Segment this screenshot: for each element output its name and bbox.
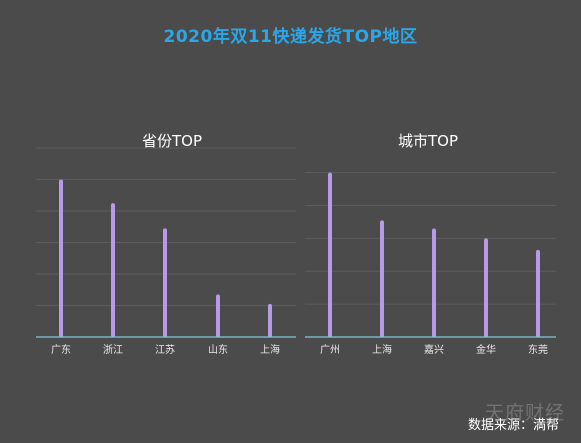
x-tick-label: 上海 (372, 343, 392, 356)
bar-嘉兴 (432, 228, 436, 337)
x-tick-label: 金华 (476, 343, 496, 356)
x-tick-label: 上海 (260, 343, 280, 356)
city-chart: 城市TOP 广州 上海 嘉兴 金华 东莞 (305, 132, 556, 356)
x-tick-label: 江苏 (155, 343, 175, 356)
x-tick-label: 浙江 (103, 344, 123, 356)
bar-浙江 (111, 203, 115, 337)
bar-上海 (380, 220, 384, 337)
bar-东莞 (536, 249, 540, 337)
chart-title: 省份TOP (142, 132, 202, 150)
source-note: 数据来源：満帮 (467, 418, 559, 433)
bar-上海 (268, 303, 272, 337)
x-tick-label: 广州 (320, 344, 340, 356)
bar-广东 (59, 179, 63, 337)
x-tick-label: 嘉兴 (424, 343, 444, 356)
x-tick-label: 广东 (51, 343, 71, 356)
x-tick-label: 山东 (208, 343, 228, 356)
province-chart: 省份TOP 广东 浙江 江苏 山东 上海 (36, 132, 296, 356)
bar-广州 (328, 172, 332, 337)
chart-title: 城市TOP (398, 132, 458, 150)
bar-金华 (484, 238, 488, 337)
page-title: 2020年双11快递发货TOP地区 (163, 27, 418, 47)
x-tick-label: 东莞 (528, 343, 548, 356)
bar-江苏 (163, 228, 167, 337)
watermark: 天府财经 (484, 402, 565, 424)
bar-山东 (216, 294, 220, 337)
